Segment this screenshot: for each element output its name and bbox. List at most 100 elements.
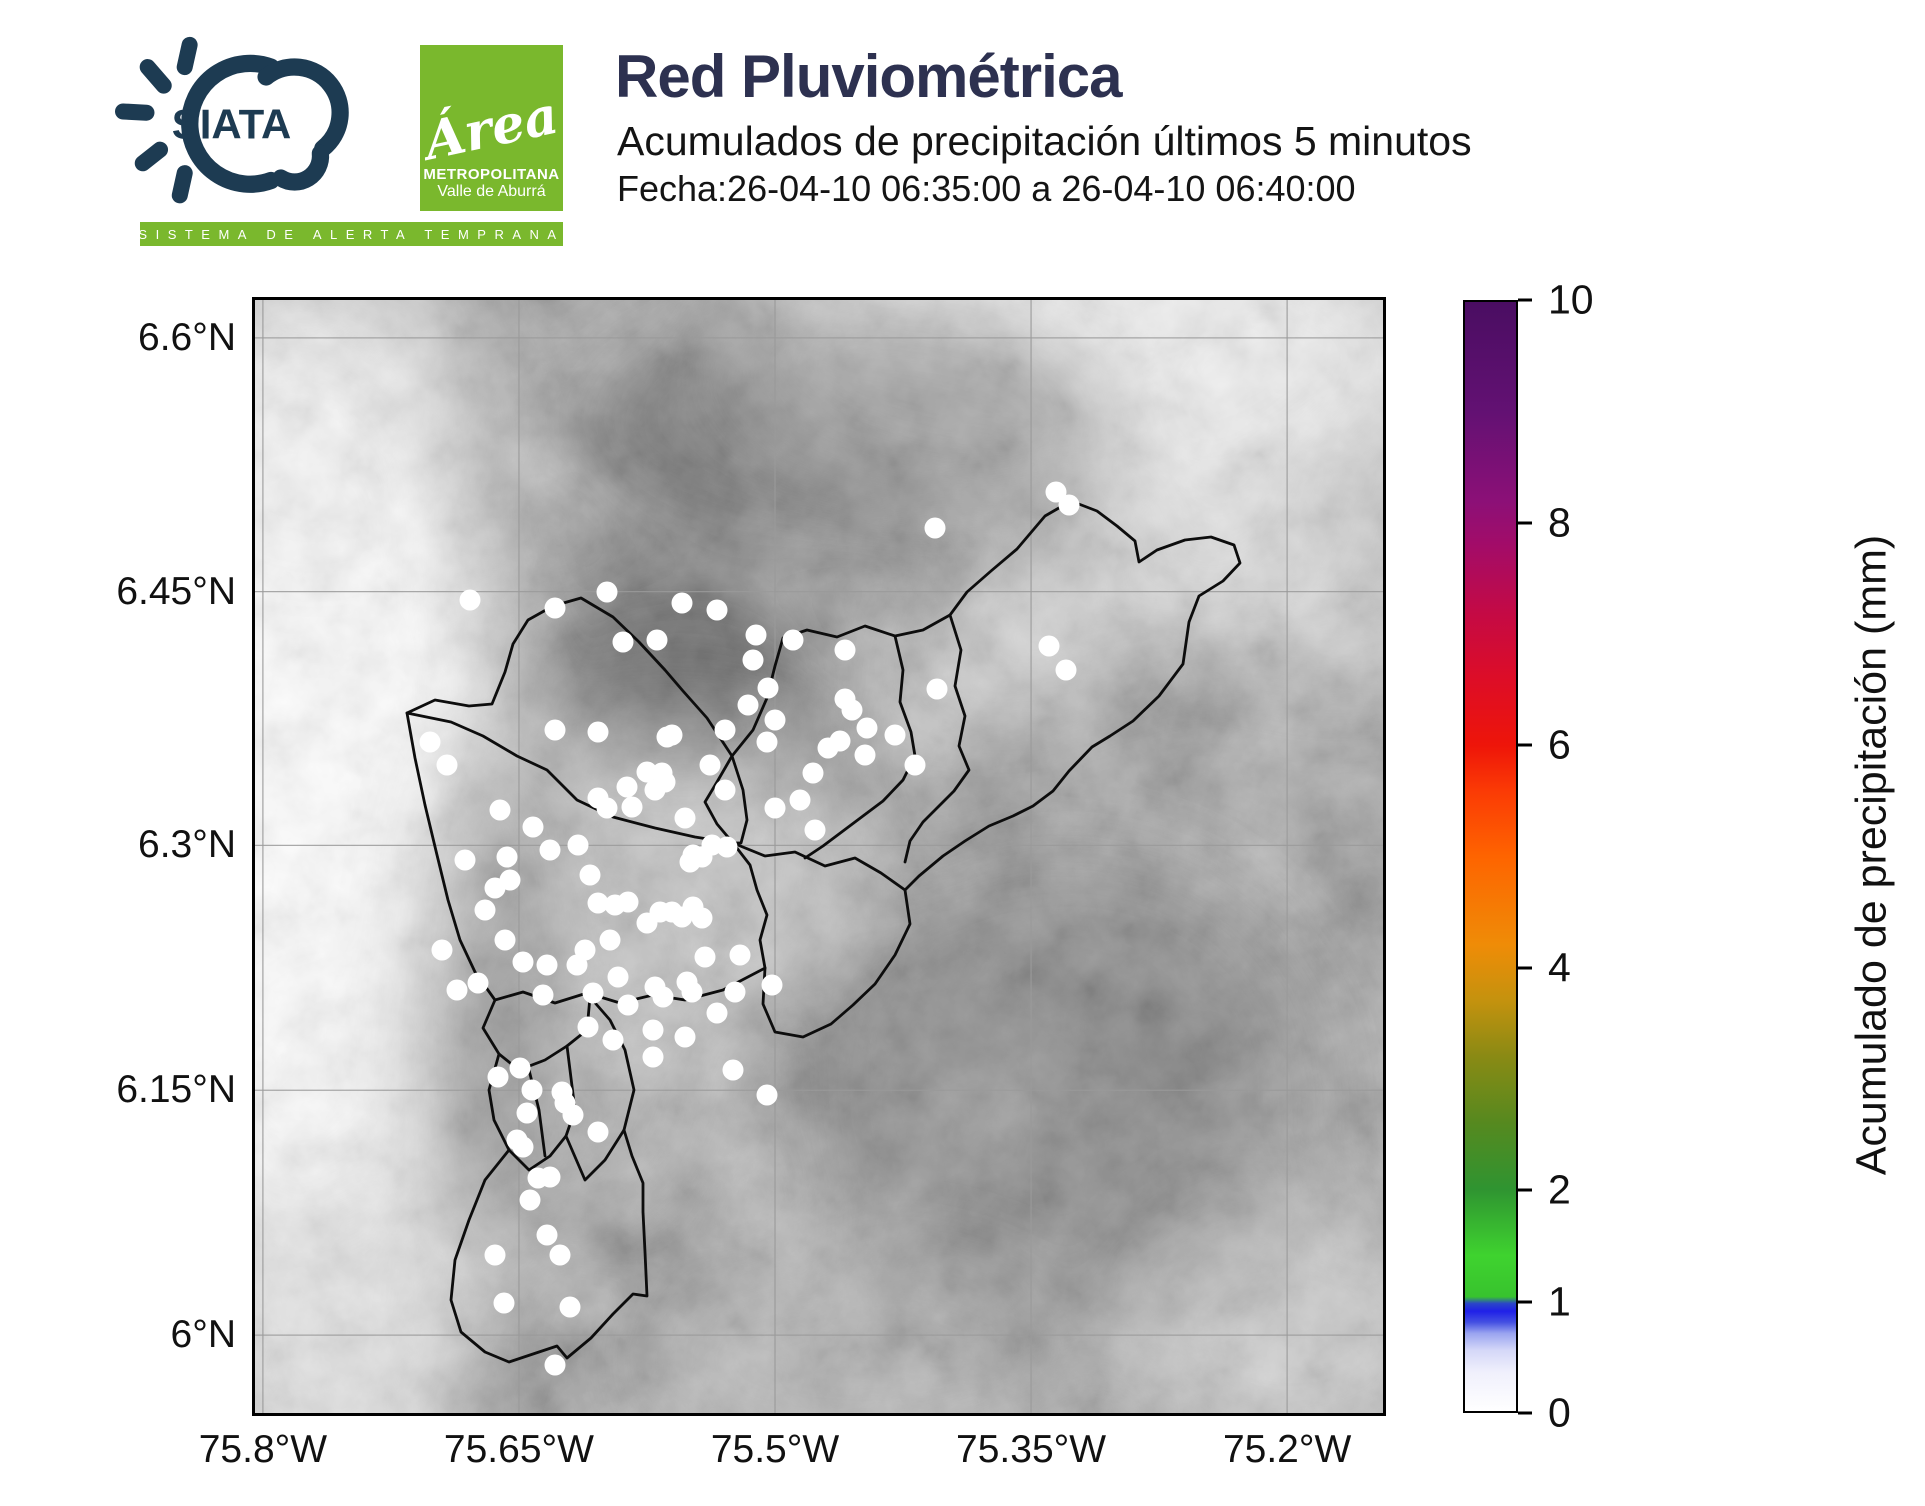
station-dot: [587, 892, 609, 914]
siata-logo: SIATA: [115, 36, 349, 204]
station-dot: [536, 954, 558, 976]
station-dot: [724, 981, 746, 1003]
boundary-envigado_west: [564, 995, 636, 1182]
station-dot: [559, 1296, 581, 1318]
station-dot: [621, 796, 643, 818]
station-dot: [521, 1079, 543, 1101]
boundary-caldas: [449, 1128, 649, 1364]
area-logo-script: Área: [420, 84, 563, 173]
colorbar-tick-label: 2: [1548, 1166, 1571, 1213]
colorbar-tick-label: 6: [1548, 721, 1571, 768]
y-tick-label: 6.6°N: [138, 315, 236, 359]
siata-sun-rays: [115, 36, 198, 204]
station-dot: [509, 1057, 531, 1079]
station-dot: [764, 709, 786, 731]
station-dot: [579, 864, 601, 886]
colorbar-tick-label: 8: [1548, 499, 1571, 546]
station-dot: [516, 1102, 538, 1124]
station-dot: [757, 677, 779, 699]
station-dot: [691, 907, 713, 929]
station-dot: [499, 869, 521, 891]
station-dot: [454, 849, 476, 871]
y-tick-label: 6.15°N: [116, 1068, 236, 1112]
station-dot: [782, 629, 804, 651]
colorbar-tick-mark: [1518, 521, 1532, 525]
station-dot: [644, 779, 666, 801]
station-dot: [856, 717, 878, 739]
station-dot: [802, 762, 824, 784]
station-dot: [671, 592, 693, 614]
station-dot: [646, 629, 668, 651]
colorbar-tick-mark: [1518, 966, 1532, 970]
station-dot: [756, 1084, 778, 1106]
station-dot: [487, 1066, 509, 1088]
y-tick-label: 6.3°N: [138, 823, 236, 867]
colorbar-tick-label: 10: [1548, 276, 1594, 323]
station-dot: [1058, 494, 1080, 516]
station-dot: [522, 816, 544, 838]
page-subtitle: Acumulados de precipitación últimos 5 mi…: [617, 118, 1472, 164]
station-dot: [596, 581, 618, 603]
station-dot: [674, 1026, 696, 1048]
station-dot: [804, 819, 826, 841]
station-dot: [761, 974, 783, 996]
graticule: [255, 300, 1383, 1413]
boundary-valley_link: [730, 754, 749, 845]
station-dot: [1038, 635, 1060, 657]
rain-gauge-stations: [419, 481, 1080, 1376]
x-tick-label: 75.35°W: [956, 1428, 1107, 1471]
colorbar-title: Acumulado de precipitación (mm): [1847, 534, 1896, 1176]
station-dot: [612, 631, 634, 653]
station-dot: [616, 776, 638, 798]
station-dot: [854, 744, 876, 766]
area-logo-line2: Valle de Aburrá: [437, 183, 546, 200]
station-dot: [549, 1244, 571, 1266]
date-range: Fecha:26-04-10 06:35:00 a 26-04-10 06:40…: [617, 168, 1356, 209]
colorbar-tick-label: 0: [1548, 1389, 1571, 1436]
station-dot: [829, 730, 851, 752]
station-dot: [834, 639, 856, 661]
station-dot: [484, 1244, 506, 1266]
station-dot: [636, 761, 658, 783]
station-dot: [459, 589, 481, 611]
station-dot: [607, 966, 629, 988]
station-dot: [661, 724, 683, 746]
station-dot: [694, 946, 716, 968]
colorbar-tick-mark: [1518, 1300, 1532, 1304]
station-dot: [567, 834, 589, 856]
station-dot: [714, 779, 736, 801]
station-dot: [722, 1059, 744, 1081]
station-dot: [926, 678, 948, 700]
station-dot: [519, 1189, 541, 1211]
station-dot: [493, 1292, 515, 1314]
boundary-envigado: [731, 841, 912, 1039]
station-dot: [764, 797, 786, 819]
terrain-texture: [255, 300, 1383, 1413]
boundary-divider_girardota: [903, 613, 971, 864]
page-title: Red Pluviométrica: [615, 43, 1123, 110]
colorbar-tick-mark: [1518, 1411, 1532, 1415]
station-dot: [729, 944, 751, 966]
station-dot: [904, 754, 926, 776]
boundary-ne_outline: [730, 499, 1242, 892]
station-dot: [536, 1224, 558, 1246]
y-tick-label: 6°N: [170, 1313, 236, 1357]
station-dot: [599, 929, 621, 951]
station-dot: [642, 1046, 664, 1068]
station-dot: [596, 797, 618, 819]
x-tick-label: 75.5°W: [710, 1428, 840, 1471]
station-dot: [587, 721, 609, 743]
map-panel: [252, 297, 1386, 1416]
station-dot: [714, 719, 736, 741]
station-dot: [737, 694, 759, 716]
siata-cloud-icon: [181, 54, 349, 193]
sistema-alerta-banner: SISTEMA DE ALERTA TEMPRANA: [138, 222, 563, 246]
colorbar-tick-mark: [1518, 743, 1532, 747]
station-dot: [489, 799, 511, 821]
station-dot: [574, 939, 596, 961]
station-dot: [834, 688, 856, 710]
station-dot: [446, 979, 468, 1001]
x-tick-label: 75.8°W: [198, 1428, 328, 1471]
station-dot: [532, 984, 554, 1006]
station-dot: [706, 1002, 728, 1024]
